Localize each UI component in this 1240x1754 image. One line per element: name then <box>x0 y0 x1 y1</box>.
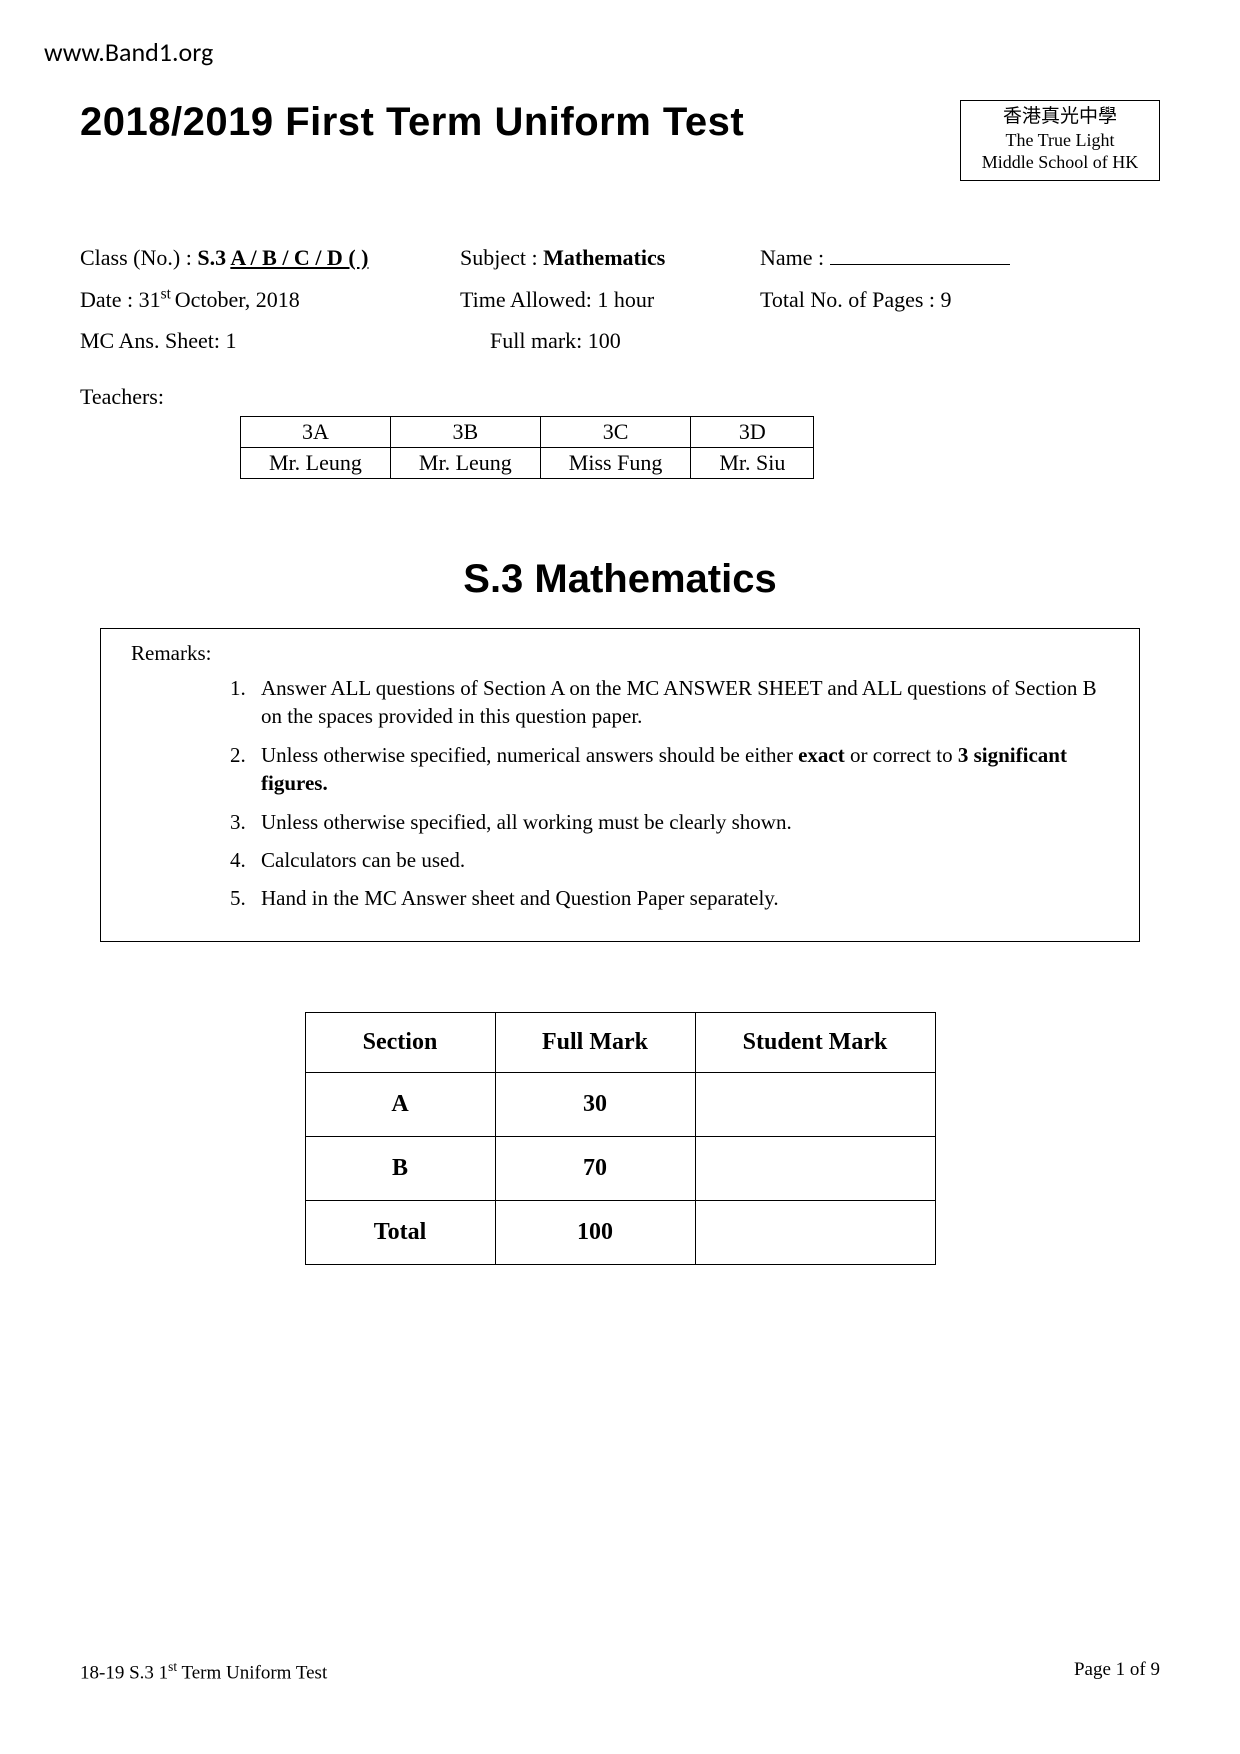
table-row: 3A 3B 3C 3D <box>241 417 814 448</box>
remark-text: Unless otherwise specified, numerical an… <box>261 743 798 767</box>
marks-header-section: Section <box>305 1012 495 1072</box>
remark-bold: exact <box>798 743 845 767</box>
teacher-class-cell: 3B <box>390 417 540 448</box>
fullmark-field: Full mark: 100 <box>460 320 760 362</box>
marks-section-cell: Total <box>305 1200 495 1264</box>
marks-header-full: Full Mark <box>495 1012 695 1072</box>
class-options: A / B / C / D ( ) <box>230 245 368 270</box>
subject-value: Mathematics <box>543 245 665 270</box>
date-label: Date : <box>80 287 139 312</box>
name-blank <box>830 264 1010 265</box>
name-label: Name : <box>760 245 830 270</box>
teacher-class-cell: 3D <box>691 417 814 448</box>
remarks-box: Remarks: Answer ALL questions of Section… <box>100 628 1140 941</box>
school-name-en2: Middle School of HK <box>971 151 1149 174</box>
marks-student-cell <box>695 1136 935 1200</box>
table-row: Total 100 <box>305 1200 935 1264</box>
main-title: 2018/2019 First Term Uniform Test <box>80 100 744 145</box>
footer-left: 18-19 S.3 1st Term Uniform Test <box>80 1659 327 1684</box>
teacher-name-cell: Miss Fung <box>540 448 691 479</box>
teachers-label: Teachers: <box>80 384 1160 410</box>
name-field: Name : <box>760 237 1160 279</box>
table-row: B 70 <box>305 1136 935 1200</box>
remark-item: Calculators can be used. <box>251 846 1109 874</box>
remarks-list: Answer ALL questions of Section A on the… <box>131 674 1109 912</box>
date-post: October, 2018 <box>175 287 300 312</box>
footer-right: Page 1 of 9 <box>1074 1659 1160 1684</box>
marks-table: Section Full Mark Student Mark A 30 B 70… <box>305 1012 936 1265</box>
table-row: A 30 <box>305 1072 935 1136</box>
school-name-cn: 香港真光中學 <box>971 105 1149 129</box>
class-label: Class (No.) : <box>80 245 197 270</box>
class-field: Class (No.) : S.3 A / B / C / D ( ) <box>80 237 460 279</box>
marks-section-cell: A <box>305 1072 495 1136</box>
class-prefix: S.3 <box>197 245 230 270</box>
remark-item: Unless otherwise specified, all working … <box>251 808 1109 836</box>
teacher-name-cell: Mr. Leung <box>241 448 391 479</box>
marks-full-cell: 100 <box>495 1200 695 1264</box>
marks-student-cell <box>695 1072 935 1136</box>
time-field: Time Allowed: 1 hour <box>460 279 760 321</box>
subject-title: S.3 Mathematics <box>80 557 1160 602</box>
remark-text: or correct to <box>845 743 958 767</box>
info-grid: Class (No.) : S.3 A / B / C / D ( ) Subj… <box>80 237 1160 362</box>
marks-full-cell: 70 <box>495 1136 695 1200</box>
date-pre: 31 <box>139 287 161 312</box>
teacher-class-cell: 3A <box>241 417 391 448</box>
table-row: Section Full Mark Student Mark <box>305 1012 935 1072</box>
subject-label: Subject : <box>460 245 543 270</box>
remarks-heading: Remarks: <box>131 641 1109 666</box>
footer-left-post: Term Uniform Test <box>177 1662 327 1683</box>
header-row: 2018/2019 First Term Uniform Test 香港真光中學… <box>80 100 1160 181</box>
page-footer: 18-19 S.3 1st Term Uniform Test Page 1 o… <box>80 1659 1160 1684</box>
school-name-en1: The True Light <box>971 129 1149 152</box>
date-sup: st <box>161 285 175 302</box>
mc-field: MC Ans. Sheet: 1 <box>80 320 460 362</box>
marks-student-cell <box>695 1200 935 1264</box>
marks-section-cell: B <box>305 1136 495 1200</box>
teacher-name-cell: Mr. Siu <box>691 448 814 479</box>
pages-field: Total No. of Pages : 9 <box>760 279 1160 321</box>
date-field: Date : 31st October, 2018 <box>80 279 460 321</box>
footer-left-pre: 18-19 S.3 1 <box>80 1662 168 1683</box>
remark-item: Hand in the MC Answer sheet and Question… <box>251 884 1109 912</box>
remark-item: Answer ALL questions of Section A on the… <box>251 674 1109 731</box>
marks-full-cell: 30 <box>495 1072 695 1136</box>
footer-left-sup: st <box>168 1659 177 1674</box>
table-row: Mr. Leung Mr. Leung Miss Fung Mr. Siu <box>241 448 814 479</box>
teacher-name-cell: Mr. Leung <box>390 448 540 479</box>
school-box: 香港真光中學 The True Light Middle School of H… <box>960 100 1160 181</box>
subject-field: Subject : Mathematics <box>460 237 760 279</box>
watermark-text: www.Band1.org <box>44 36 213 68</box>
page-content: 2018/2019 First Term Uniform Test 香港真光中學… <box>80 100 1160 1694</box>
remark-item: Unless otherwise specified, numerical an… <box>251 741 1109 798</box>
teachers-table: 3A 3B 3C 3D Mr. Leung Mr. Leung Miss Fun… <box>240 416 814 479</box>
teacher-class-cell: 3C <box>540 417 691 448</box>
marks-header-student: Student Mark <box>695 1012 935 1072</box>
